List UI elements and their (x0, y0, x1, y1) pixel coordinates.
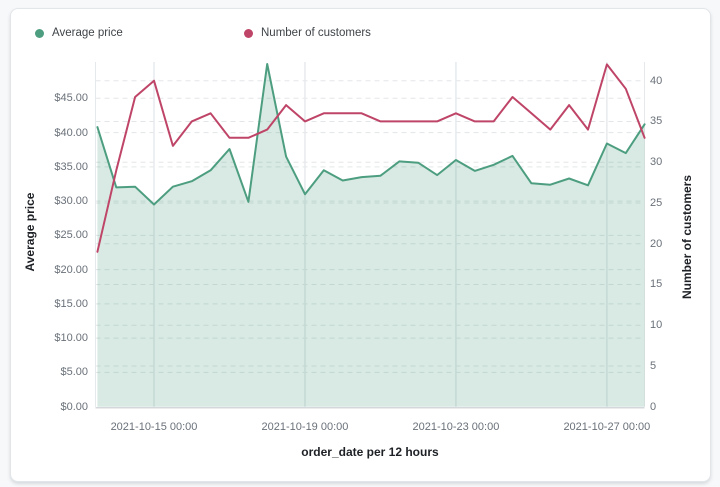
right-axis-tick-label: 25 (650, 196, 663, 209)
right-axis-tick-label: 5 (650, 359, 657, 372)
right-axis-tick-label: 10 (650, 319, 663, 332)
left-axis-tick-label: $20.00 (54, 263, 88, 276)
legend-item-number-of-customers[interactable]: Number of customers (244, 27, 371, 39)
right-axis-tick-label: 20 (650, 237, 663, 250)
x-axis-tick-label: 2021-10-19 00:00 (261, 421, 349, 433)
legend-label-number-of-customers: Number of customers (261, 27, 371, 39)
right-axis-tick-label: 0 (650, 400, 657, 413)
left-axis-tick-label: $0.00 (60, 400, 88, 413)
right-axis-tick-label: 30 (650, 156, 663, 169)
left-axis-tick-label: $5.00 (60, 366, 88, 379)
legend-dot-number-of-customers-icon (244, 28, 253, 38)
legend-label-average-price: Average price (52, 27, 123, 39)
left-axis-tick-label: $10.00 (54, 332, 88, 345)
x-axis-tick-label: 2021-10-27 00:00 (563, 421, 651, 433)
left-axis-tick-label: $45.00 (54, 92, 88, 105)
left-axis-tick-label: $30.00 (54, 195, 88, 208)
right-axis-tick-label: 15 (650, 278, 663, 291)
legend-item-average-price[interactable]: Average price (35, 27, 123, 39)
x-axis-tick-label: 2021-10-15 00:00 (110, 421, 198, 433)
left-axis-tick-label: $35.00 (54, 160, 88, 173)
x-axis-tick-label: 2021-10-23 00:00 (412, 421, 500, 433)
left-axis-tick-label: $40.00 (54, 126, 88, 139)
x-axis-title: order_date per 12 hours (301, 445, 439, 459)
left-axis-tick-label: $15.00 (54, 297, 88, 310)
right-axis-tick-label: 35 (650, 115, 663, 128)
right-axis-tick-label: 40 (650, 74, 663, 87)
left-axis-tick-label: $25.00 (54, 229, 88, 242)
legend-dot-average-price-icon (35, 28, 44, 38)
chart-card (10, 8, 711, 482)
